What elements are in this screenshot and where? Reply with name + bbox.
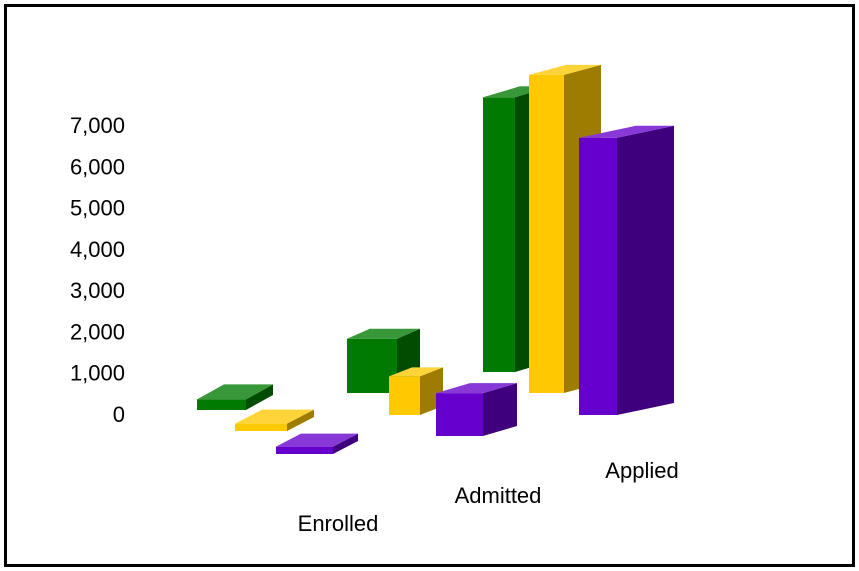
bar-side-face <box>483 383 517 436</box>
y-tick-label: 3,000 <box>70 278 125 303</box>
bar-enrolled-series-2 <box>235 409 314 431</box>
y-tick-label: 5,000 <box>70 196 125 221</box>
bar-front-face <box>436 393 483 436</box>
x-category-label: Applied <box>605 458 678 483</box>
bar-enrolled-series-3 <box>276 433 358 454</box>
y-tick-label: 6,000 <box>70 154 125 179</box>
bar-applied-series-3 <box>579 125 674 416</box>
bar-admitted-series-3 <box>436 383 517 436</box>
bar-side-face <box>287 409 314 431</box>
bar-front-face <box>579 137 617 416</box>
x-category-label: Enrolled <box>298 511 379 536</box>
bar-front-face <box>529 74 564 394</box>
y-tick-label: 1,000 <box>70 361 125 386</box>
bar-top-face <box>389 367 443 377</box>
bar-admitted-series-2 <box>389 367 443 415</box>
bar-top-face <box>436 383 517 394</box>
y-tick-label: 7,000 <box>70 113 125 138</box>
bar-top-face <box>197 384 273 400</box>
bar-front-face <box>483 97 515 373</box>
y-tick-label: 0 <box>113 402 125 427</box>
bar-front-face <box>276 446 333 454</box>
bar-enrolled-series-1 <box>197 384 273 410</box>
bar-front-face <box>235 423 287 431</box>
y-axis: 0 1,000 2,000 3,000 4,000 5,000 6,000 7,000 <box>70 113 125 427</box>
bar-front-face <box>347 338 397 393</box>
y-tick-label: 2,000 <box>70 319 125 344</box>
bar-side-face <box>246 384 273 410</box>
bar-front-face <box>389 376 420 415</box>
plot-area <box>197 64 674 454</box>
bar-top-face <box>529 64 601 75</box>
bar-front-face <box>197 399 246 410</box>
x-axis: Enrolled Admitted Applied <box>298 458 679 536</box>
bar-side-face <box>617 125 674 416</box>
chart-frame <box>4 4 855 567</box>
bar-admitted-series-1 <box>347 328 420 393</box>
y-tick-label: 4,000 <box>70 237 125 262</box>
x-category-label: Admitted <box>455 483 542 508</box>
bar-top-face <box>579 125 674 138</box>
bar-top-face <box>347 328 420 339</box>
bar-side-face <box>333 433 358 454</box>
bar-top-face <box>235 409 314 424</box>
bar-top-face <box>276 433 358 447</box>
